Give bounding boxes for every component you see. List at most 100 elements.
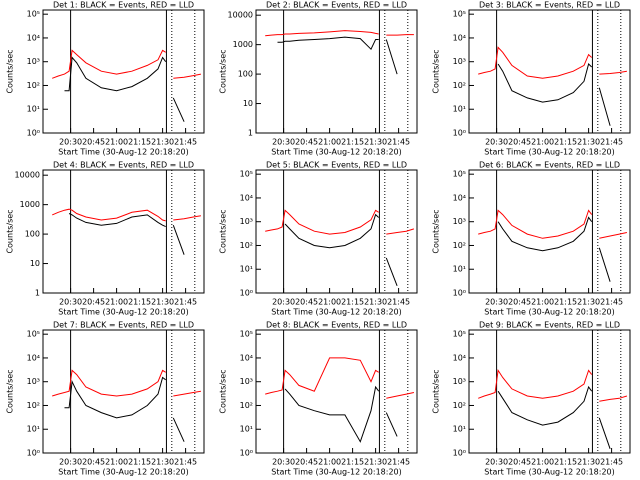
x-tick-label: 21:00 [318,298,341,307]
x-tick-label: 21:30 [364,298,387,307]
y-tick-label: 100 [238,70,253,79]
y-tick-label: 10¹ [453,105,466,114]
plot-frame [468,9,631,134]
plot-frame [468,169,631,294]
y-tick-label: 10⁰ [27,449,40,458]
x-tick-label: 21:45 [174,298,197,307]
x-tick-label: 21:30 [151,458,174,467]
y-tick-label: 10⁰ [453,129,466,138]
x-tick-label: 21:15 [128,298,151,307]
x-tick-label: 20:45 [508,458,531,467]
y-tick-label: 1 [35,289,40,298]
x-tick-label: 20:30 [485,458,508,467]
chart-title: Det 5: BLACK = Events, RED = LLD [266,161,407,170]
x-tick-label: 20:45 [295,138,318,147]
x-axis-label: Start Time (30-Aug-12 20:18:20) [58,148,189,157]
chart-title: Det 7: BLACK = Events, RED = LLD [53,321,194,330]
y-tick-label: 10⁵ [240,170,253,179]
x-tick-label: 21:00 [531,458,554,467]
plot-frame [255,329,418,454]
x-tick-label: 20:45 [82,458,105,467]
y-axis-label: Counts/sec [219,49,228,93]
x-tick-label: 21:30 [364,458,387,467]
y-tick-label: 10⁰ [453,449,466,458]
y-tick-label: 10⁵ [27,330,40,339]
x-tick-label: 20:30 [485,298,508,307]
x-axis-label: Start Time (30-Aug-12 20:18:20) [58,468,189,477]
x-tick-label: 21:15 [341,298,364,307]
series-line [478,46,627,79]
plot-frame [42,169,205,294]
x-tick-label: 21:45 [387,458,410,467]
series-line [277,36,398,75]
y-tick-label: 1000 [233,40,253,49]
x-axis-label: Start Time (30-Aug-12 20:18:20) [271,148,402,157]
x-tick-label: 21:15 [554,138,577,147]
y-tick-label: 10000 [15,171,40,180]
y-tick-label: 10¹ [240,265,253,274]
y-tick-label: 10 [30,259,40,268]
x-tick-label: 21:00 [318,138,341,147]
y-tick-label: 10³ [240,377,253,386]
y-tick-label: 10² [453,81,466,90]
x-axis-label: Start Time (30-Aug-12 20:18:20) [484,308,615,317]
y-tick-label: 10¹ [27,105,40,114]
chart-title: Det 4: BLACK = Events, RED = LLD [53,161,194,170]
y-tick-label: 10000 [228,11,253,20]
x-tick-label: 21:30 [577,138,600,147]
y-tick-label: 10¹ [27,425,40,434]
chart-title: Det 8: BLACK = Events, RED = LLD [266,321,407,330]
series-line [64,56,185,122]
x-tick-label: 20:30 [272,298,295,307]
y-tick-label: 1000 [20,200,40,209]
y-axis-label: Counts/sec [432,209,441,253]
series-line [478,368,628,402]
x-tick-label: 21:45 [174,138,197,147]
series-line [478,209,628,239]
x-tick-label: 21:45 [600,138,623,147]
x-tick-label: 21:15 [341,458,364,467]
chart-title: Det 6: BLACK = Events, RED = LLD [479,161,620,170]
y-tick-label: 10⁴ [453,353,466,362]
series-line [265,357,415,399]
x-tick-label: 20:45 [82,298,105,307]
series-line [265,30,414,37]
x-tick-label: 21:30 [577,458,600,467]
y-tick-label: 10³ [453,377,466,386]
x-tick-label: 21:45 [387,298,410,307]
x-tick-label: 21:00 [531,138,554,147]
chart-title: Det 1: BLACK = Events, RED = LLD [53,1,194,10]
y-tick-label: 10³ [453,217,466,226]
y-tick-label: 10⁴ [240,353,253,362]
x-tick-label: 20:45 [508,298,531,307]
plot-frame [468,329,631,454]
y-tick-label: 10³ [453,57,466,66]
series-line [52,369,201,397]
x-tick-label: 21:00 [105,138,128,147]
y-tick-label: 10⁰ [453,289,466,298]
y-axis-label: Counts/sec [6,369,15,413]
y-tick-label: 10¹ [453,265,466,274]
x-tick-label: 21:45 [387,138,410,147]
plot-frame [42,9,205,134]
y-tick-label: 10⁵ [27,10,40,19]
x-tick-label: 20:30 [59,138,82,147]
y-tick-label: 10³ [240,217,253,226]
y-tick-label: 10⁵ [453,330,466,339]
x-axis-label: Start Time (30-Aug-12 20:18:20) [484,468,615,477]
x-tick-label: 20:45 [508,138,531,147]
chart-title: Det 3: BLACK = Events, RED = LLD [479,1,620,10]
plot-frame [255,9,418,134]
x-tick-label: 21:45 [174,458,197,467]
x-tick-label: 21:45 [600,298,623,307]
series-line [497,385,611,449]
y-tick-label: 10³ [27,57,40,66]
x-axis-label: Start Time (30-Aug-12 20:18:20) [271,308,402,317]
x-tick-label: 21:15 [554,298,577,307]
y-axis-label: Counts/sec [432,49,441,93]
x-tick-label: 21:15 [128,138,151,147]
x-tick-label: 20:45 [295,458,318,467]
y-tick-label: 10⁴ [453,33,466,42]
x-tick-label: 21:30 [151,138,174,147]
